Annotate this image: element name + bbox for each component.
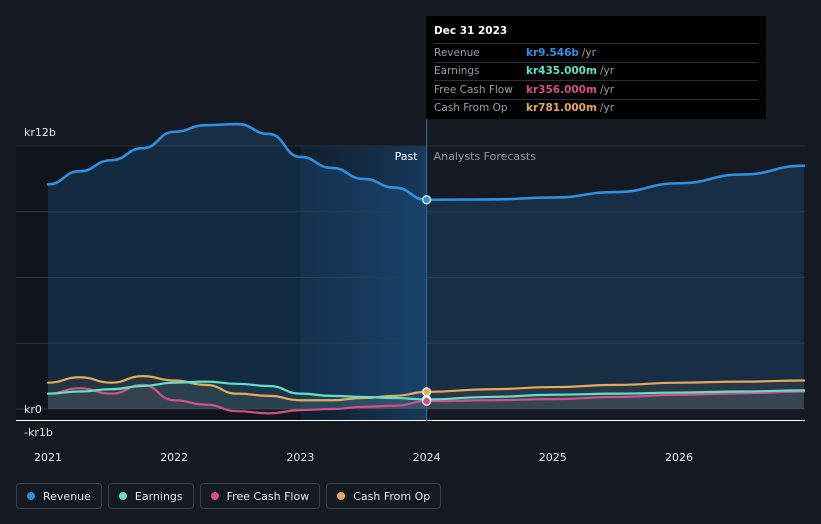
highlight-band xyxy=(300,146,427,421)
x-tick-label: 2023 xyxy=(286,451,314,464)
earnings-line xyxy=(46,380,806,401)
x-tick-label: 2021 xyxy=(34,451,62,464)
tooltip-unit: /yr xyxy=(599,65,615,78)
tooltip-value: kr435.000m xyxy=(526,65,597,78)
free-cash-flow-area xyxy=(48,384,804,414)
cash-from-op-line xyxy=(46,375,806,402)
legend-item-earnings[interactable]: Earnings xyxy=(107,483,194,509)
revenue-line xyxy=(46,122,806,202)
legend-dot-icon xyxy=(337,492,346,500)
tooltip-value: kr356.000m xyxy=(526,83,597,96)
x-tick-label: 2025 xyxy=(539,451,567,464)
tooltip-value: kr9.546b xyxy=(526,46,579,59)
past-label: Past xyxy=(395,150,419,163)
revenue-area xyxy=(48,124,804,409)
grid xyxy=(16,118,805,421)
free-cash-flow-marker[interactable] xyxy=(422,396,432,406)
tooltip-date: Dec 31 2023 xyxy=(434,25,508,37)
tooltip-unit: /yr xyxy=(581,46,596,59)
y-tick-label: kr12b xyxy=(24,126,56,139)
legend-item-cash-from-op[interactable]: Cash From Op xyxy=(326,483,442,509)
forecast-label: Analysts Forecasts xyxy=(434,150,537,163)
legend-dot-icon xyxy=(27,492,35,500)
legend: Revenue Earnings Free Cash Flow Cash From O… xyxy=(16,483,442,509)
legend-item-revenue[interactable]: Revenue xyxy=(16,483,102,509)
tooltip: Dec 31 2023 Revenue kr9.546b/yr Earnings kr… xyxy=(426,16,766,119)
cash-from-op-marker[interactable] xyxy=(422,387,432,397)
x-tick-label: 2026 xyxy=(665,451,693,464)
revenue-marker[interactable] xyxy=(422,195,432,205)
tooltip-row-earnings: Earnings kr435.000m/yr xyxy=(434,61,758,81)
legend-label: Cash From Op xyxy=(353,489,431,503)
legend-dot-icon xyxy=(118,492,127,500)
x-tick-label: 2022 xyxy=(160,451,188,464)
tooltip-row-revenue: Revenue kr9.546b/yr xyxy=(434,43,758,62)
x-tick-label: 2024 xyxy=(413,451,441,464)
legend-label: Free Cash Flow xyxy=(226,489,310,503)
tooltip-row-free-cash-flow: Free Cash Flow kr356.000m/yr xyxy=(434,80,758,99)
legend-dot-icon xyxy=(210,492,219,500)
tooltip-row-cash-from-op: Cash From Op kr781.000m/yr xyxy=(434,98,758,118)
y-tick-label: -kr1b xyxy=(24,426,53,439)
tooltip-label: Earnings xyxy=(434,65,480,78)
y-tick-label: kr0 xyxy=(24,403,42,416)
tooltip-label: Cash From Op xyxy=(434,102,508,115)
legend-item-free-cash-flow[interactable]: Free Cash Flow xyxy=(199,483,321,509)
legend-label: Earnings xyxy=(134,489,183,503)
tooltip-label: Free Cash Flow xyxy=(434,83,513,96)
tooltip-unit: /yr xyxy=(599,83,615,96)
tooltip-value: kr781.000m xyxy=(526,102,597,115)
earnings-area xyxy=(48,381,804,409)
tooltip-unit: /yr xyxy=(599,102,615,115)
tooltip-label: Revenue xyxy=(434,46,480,59)
legend-label: Revenue xyxy=(43,489,91,503)
